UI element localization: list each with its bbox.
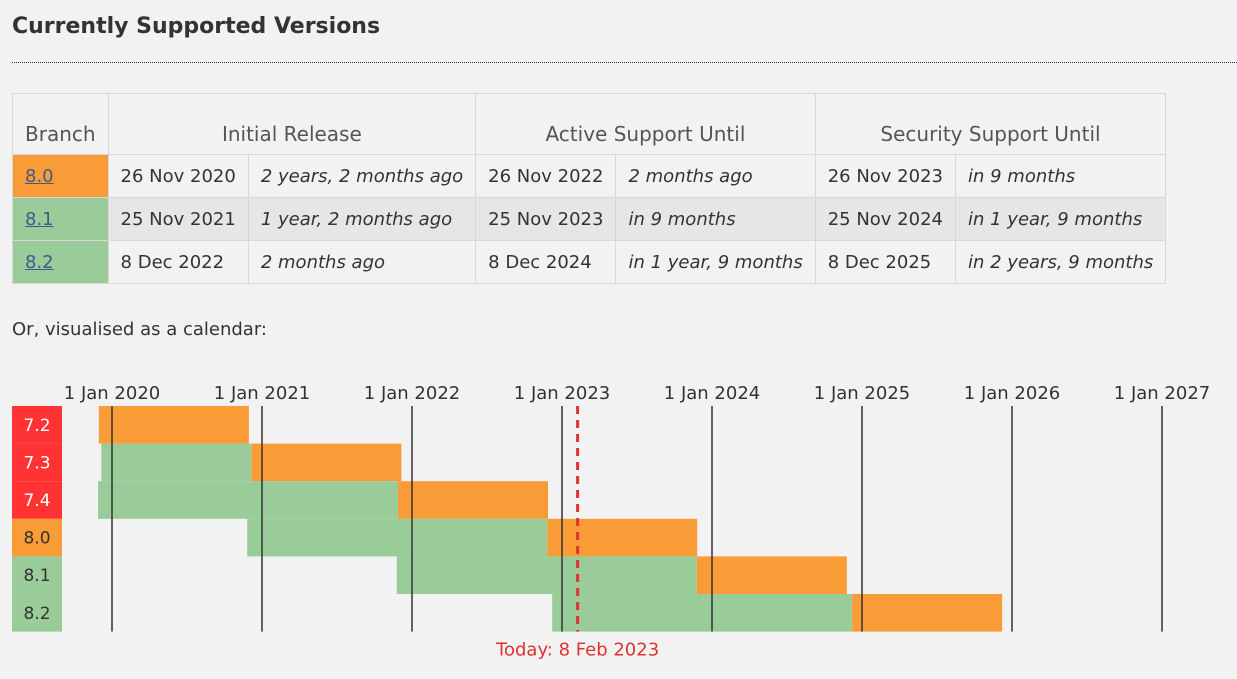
active-support-bar: [396, 556, 697, 594]
year-label: 1 Jan 2026: [964, 383, 1060, 404]
year-label: 1 Jan 2024: [664, 383, 760, 404]
year-label: 1 Jan 2023: [514, 383, 610, 404]
branch-label-box: [12, 594, 62, 632]
page-title: Currently Supported Versions: [12, 14, 381, 39]
active-support-bar: [552, 594, 853, 632]
header-initial-release: Initial Release: [107, 93, 477, 155]
year-label: 1 Jan 2020: [64, 383, 160, 404]
supported-versions-table: Branch Initial Release Active Support Un…: [12, 93, 1167, 284]
branch-label: 8.0: [23, 529, 50, 549]
header-security-support: Security Support Until: [814, 93, 1167, 155]
security-date: 8 Dec 2025: [814, 240, 957, 284]
release-date: 26 Nov 2020: [107, 154, 249, 198]
branch-cell: 8.2: [12, 240, 109, 284]
active-relative: 2 months ago: [615, 154, 816, 198]
security-support-bar: [547, 518, 698, 557]
header-branch: Branch: [12, 93, 109, 155]
active-date: 25 Nov 2023: [475, 197, 617, 241]
release-relative: 2 months ago: [247, 240, 477, 284]
active-relative: in 1 year, 9 months: [615, 240, 816, 284]
branch-link[interactable]: 8.1: [25, 208, 54, 230]
table-header-row: Branch Initial Release Active Support Un…: [12, 93, 1167, 155]
security-support-bar: [398, 481, 549, 519]
header-active-support: Active Support Until: [475, 93, 816, 155]
active-support-bar: [247, 518, 548, 557]
release-relative: 2 years, 2 months ago: [247, 154, 477, 198]
branch-label: 8.2: [23, 604, 50, 624]
calendar-intro: Or, visualised as a calendar:: [12, 319, 267, 340]
branch-label-box: [12, 443, 62, 482]
active-relative: in 9 months: [615, 197, 816, 241]
branch-label: 8.1: [23, 566, 50, 586]
branch-label-box: [12, 518, 62, 557]
table-row: 8.2 8 Dec 2022 2 months ago 8 Dec 2024 i…: [12, 240, 1167, 284]
security-support-bar: [852, 594, 1003, 632]
security-date: 25 Nov 2024: [814, 197, 957, 241]
title-divider: [12, 62, 1237, 63]
active-date: 8 Dec 2024: [475, 240, 617, 284]
release-relative: 1 year, 2 months ago: [247, 197, 477, 241]
security-relative: in 2 years, 9 months: [954, 240, 1167, 284]
branch-cell: 8.0: [12, 154, 109, 198]
release-date: 8 Dec 2022: [107, 240, 249, 284]
active-support-bar: [98, 481, 399, 519]
support-calendar: 7.2 7.3 7.4 8.0 8.1 8.2 1 Jan 2020 1 Jan 2021 1 …: [12, 383, 1210, 661]
branch-label-box: [12, 481, 62, 519]
branch-link[interactable]: 8.2: [25, 251, 54, 273]
today-label: Today: 8 Feb 2023: [495, 640, 659, 661]
table-row: 8.1 25 Nov 2021 1 year, 2 months ago 25 …: [12, 197, 1167, 241]
active-date: 26 Nov 2022: [475, 154, 617, 198]
year-label: 1 Jan 2025: [814, 383, 910, 404]
security-support-bar: [98, 406, 249, 444]
branch-label: 7.4: [23, 491, 50, 511]
security-date: 26 Nov 2023: [814, 154, 957, 198]
security-support-bar: [251, 443, 402, 482]
year-label: 1 Jan 2022: [364, 383, 460, 404]
branch-label: 7.2: [23, 416, 50, 436]
security-relative: in 1 year, 9 months: [954, 197, 1167, 241]
active-support-bar: [101, 443, 252, 482]
year-label: 1 Jan 2027: [1114, 383, 1210, 404]
release-date: 25 Nov 2021: [107, 197, 249, 241]
table-row: 8.0 26 Nov 2020 2 years, 2 months ago 26…: [12, 154, 1167, 198]
branch-label: 7.3: [23, 453, 50, 473]
security-relative: in 9 months: [954, 154, 1167, 198]
branch-cell: 8.1: [12, 197, 109, 241]
security-support-bar: [696, 556, 847, 594]
branch-link[interactable]: 8.0: [25, 165, 54, 187]
year-label: 1 Jan 2021: [214, 383, 310, 404]
branch-label-box: [12, 406, 62, 444]
branch-label-box: [12, 556, 62, 594]
